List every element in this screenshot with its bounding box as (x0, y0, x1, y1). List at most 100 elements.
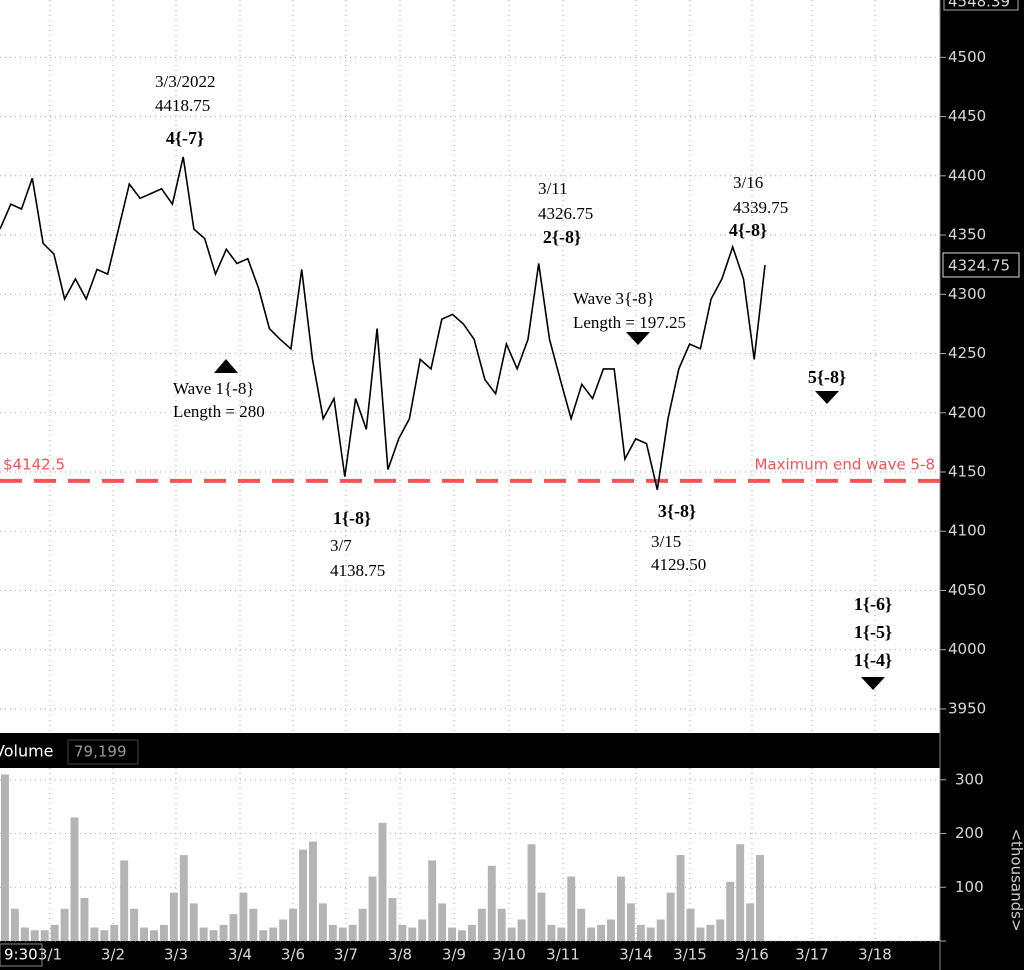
annotation: 3/3/2022 (155, 72, 215, 91)
volume-bar (100, 930, 109, 941)
price-line (0, 156, 766, 490)
volume-bar (159, 924, 168, 941)
volume-bar (587, 927, 596, 941)
volume-bar (517, 919, 526, 941)
volume-bar (269, 927, 278, 941)
y-tick-label: 4500 (948, 48, 986, 66)
volume-bar (140, 927, 149, 941)
y-tick-label: 300 (955, 770, 984, 788)
annotation: 1{-4} (854, 650, 892, 670)
volume-bar (259, 930, 268, 941)
annotation: 3{-8} (658, 501, 696, 521)
x-tick-label: 3/15 (673, 946, 707, 964)
y-tick-label: 4300 (948, 285, 986, 303)
volume-axis-label: <thousands> (1008, 828, 1024, 931)
annotation: 3/7 (330, 536, 352, 555)
y-tick-label: 4400 (948, 166, 986, 184)
x-tick-label: 3/8 (388, 946, 412, 964)
x-tick-label: 3/4 (228, 946, 252, 964)
volume-bar (30, 930, 39, 941)
volume-bar (40, 930, 49, 941)
volume-bar (199, 927, 208, 941)
reference-label: $4142.5 (3, 455, 65, 473)
annotation: 4{-7} (166, 128, 204, 148)
volume-bar (308, 841, 317, 941)
volume-bar (577, 908, 586, 941)
volume-bar (597, 924, 606, 941)
y-tick-label: 4050 (948, 581, 986, 599)
x-tick-label: 3/6 (281, 946, 305, 964)
time-label: 9:30 (4, 946, 38, 964)
x-tick-label: 3/10 (492, 946, 526, 964)
y-tick-label: 200 (955, 824, 984, 842)
volume-bar (477, 908, 486, 941)
y-tick-label: 4150 (948, 462, 986, 480)
volume-panel (0, 768, 940, 941)
annotation: Length = 197.25 (573, 313, 686, 332)
volume-bar (636, 924, 645, 941)
volume-bar (318, 903, 327, 941)
annotation: 1{-6} (854, 594, 892, 614)
y-tick-label: 100 (955, 878, 984, 896)
volume-bar (229, 914, 238, 941)
volume-bar (716, 919, 725, 941)
volume-readout-box (67, 739, 139, 765)
time-box (0, 943, 43, 967)
annotation: 3/11 (538, 179, 568, 198)
x-tick-label: 3/3 (164, 946, 188, 964)
volume-bar (1, 774, 9, 941)
volume-bar (686, 908, 695, 941)
volume-bar (348, 924, 357, 941)
x-tick-label: 3/17 (795, 946, 829, 964)
y-tick-label: 4350 (948, 226, 986, 244)
annotation: 3/16 (733, 173, 763, 192)
wave-marker (214, 359, 238, 373)
volume-bar (239, 892, 248, 941)
volume-bar (537, 892, 546, 941)
volume-bar (448, 927, 457, 941)
volume-bar (527, 844, 536, 941)
volume-bar (110, 924, 119, 941)
volume-bar (567, 876, 576, 941)
annotation: 1{-8} (333, 508, 371, 528)
annotation: 4{-8} (729, 220, 767, 240)
volume-bar (249, 908, 258, 941)
volume-bar (557, 927, 566, 941)
y-tick-label: 4450 (948, 107, 986, 125)
volume-bar (80, 898, 89, 941)
volume-bar (388, 898, 397, 941)
volume-bar (676, 855, 685, 941)
annotation: 4129.50 (651, 555, 706, 574)
volume-bar (279, 919, 288, 941)
volume-title: Volume (0, 742, 54, 761)
volume-bar (378, 822, 387, 941)
x-tick-label: 3/2 (101, 946, 125, 964)
volume-bar (209, 930, 218, 941)
volume-bar (467, 924, 476, 941)
volume-bar (120, 860, 129, 941)
volume-bar (607, 919, 615, 941)
volume-bar (428, 860, 437, 941)
volume-bar (338, 927, 347, 941)
volume-bar (20, 927, 29, 941)
wave-marker (626, 332, 650, 345)
volume-bar (646, 927, 655, 941)
volume-bar (60, 908, 69, 941)
volume-bar (666, 892, 675, 941)
volume-bar (497, 908, 506, 941)
volume-bar (70, 817, 79, 941)
volume-bar (398, 924, 407, 941)
volume-bar (150, 930, 158, 941)
volume-bar (289, 908, 298, 941)
volume-bar (179, 855, 188, 941)
volume-bar (616, 876, 625, 941)
volume-bar (706, 924, 715, 941)
annotation: 4418.75 (155, 96, 210, 115)
y-tick-label: 4200 (948, 403, 986, 421)
volume-bar (169, 892, 178, 941)
annotation: 1{-5} (854, 622, 892, 642)
volume-bar (756, 855, 764, 941)
volume-bar (408, 927, 417, 941)
reference-note: Maximum end wave 5-8 (754, 455, 935, 473)
wave-marker (861, 677, 885, 690)
